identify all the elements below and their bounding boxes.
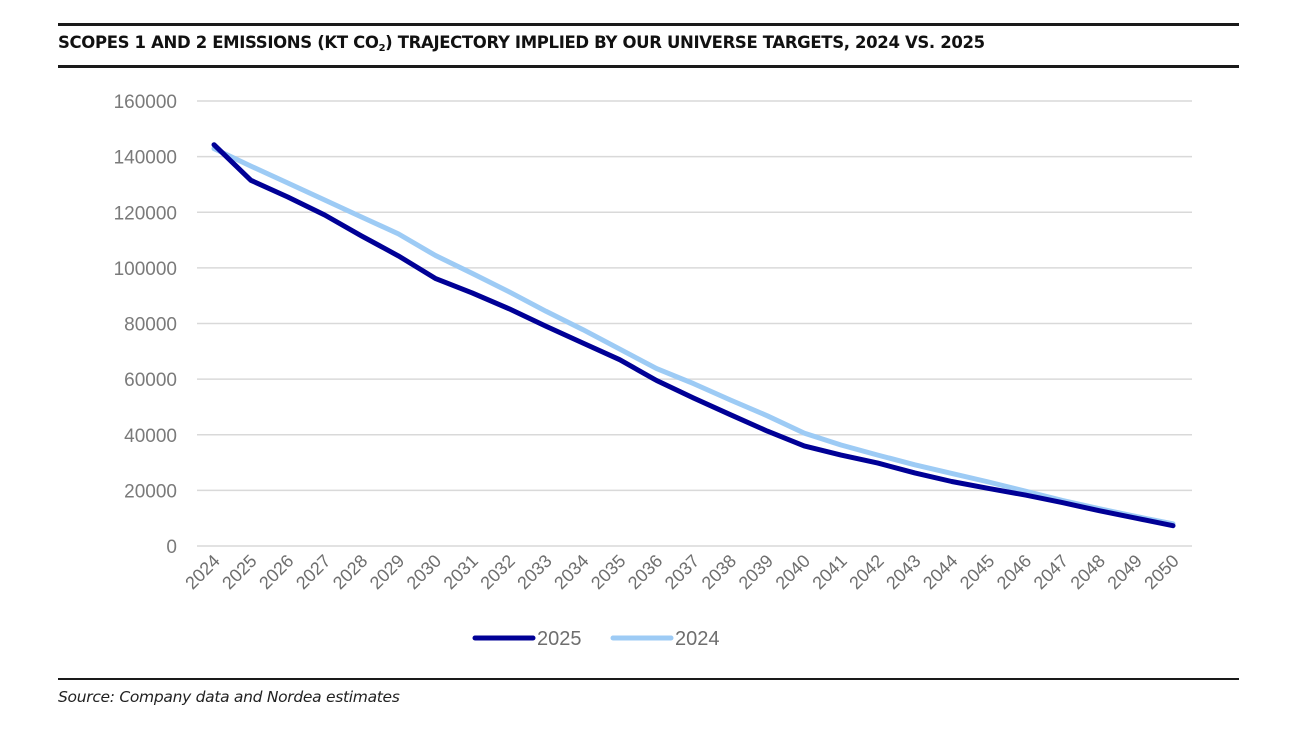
x-tick-label: 2031 <box>440 551 482 593</box>
x-tick-label: 2045 <box>956 551 998 593</box>
x-tick-label: 2032 <box>476 551 518 593</box>
x-tick-label: 2047 <box>1030 551 1072 593</box>
x-tick-label: 2038 <box>698 551 740 593</box>
x-tick-label: 2046 <box>993 551 1035 593</box>
source-note: Source: Company data and Nordea estimate… <box>58 688 400 706</box>
y-tick-label: 80000 <box>124 315 177 336</box>
x-axis-ticks: 2024202520262027202820292030203120322033… <box>181 551 1182 593</box>
title-subscript: 2 <box>378 43 386 54</box>
chart-title: SCOPES 1 AND 2 EMISSIONS (KT CO2) TRAJEC… <box>58 33 985 54</box>
series-lines <box>211 142 1176 529</box>
top-rule <box>58 23 1239 26</box>
x-tick-label: 2030 <box>403 551 445 593</box>
gridlines <box>197 100 1192 547</box>
x-tick-label: 2035 <box>587 551 629 593</box>
y-tick-label: 160000 <box>114 92 177 113</box>
x-tick-label: 2036 <box>624 551 666 593</box>
legend: 2025 2024 <box>472 628 720 650</box>
title-rule <box>58 65 1239 68</box>
y-axis-ticks: 0 20000 40000 60000 80000 100000 120000 140000 1… <box>114 92 177 558</box>
x-tick-label: 2041 <box>808 551 850 593</box>
y-tick-label: 60000 <box>124 370 177 391</box>
x-tick-label: 2025 <box>218 551 260 593</box>
x-tick-label: 2049 <box>1103 551 1145 593</box>
x-tick-label: 2034 <box>550 551 592 593</box>
y-tick-label: 120000 <box>114 203 177 224</box>
x-tick-label: 2042 <box>845 551 887 593</box>
y-tick-label: 140000 <box>114 148 177 169</box>
x-tick-label: 2027 <box>292 551 334 593</box>
bottom-rule <box>58 678 1239 680</box>
legend-label-2025: 2025 <box>537 628 582 650</box>
x-tick-label: 2050 <box>1140 551 1182 593</box>
series-line-2025 <box>211 142 1176 529</box>
y-tick-label: 20000 <box>124 481 177 502</box>
x-tick-label: 2043 <box>882 551 924 593</box>
x-tick-label: 2044 <box>919 551 961 593</box>
x-tick-label: 2033 <box>513 551 555 593</box>
title-text: SCOPES 1 AND 2 EMISSIONS (KT CO <box>58 33 379 52</box>
x-tick-label: 2048 <box>1067 551 1109 593</box>
x-tick-label: 2040 <box>772 551 814 593</box>
x-tick-label: 2026 <box>255 551 297 593</box>
y-tick-label: 0 <box>166 537 177 558</box>
x-tick-label: 2029 <box>366 551 408 593</box>
x-tick-label: 2039 <box>735 551 777 593</box>
x-tick-label: 2024 <box>181 551 223 593</box>
y-tick-label: 100000 <box>114 259 177 280</box>
y-tick-label: 40000 <box>124 426 177 447</box>
legend-label-2024: 2024 <box>675 628 720 650</box>
x-tick-label: 2037 <box>661 551 703 593</box>
series-line-2024 <box>211 146 1176 527</box>
x-tick-label: 2028 <box>329 551 371 593</box>
title-text-suffix: ) TRAJECTORY IMPLIED BY OUR UNIVERSE TAR… <box>385 33 985 52</box>
